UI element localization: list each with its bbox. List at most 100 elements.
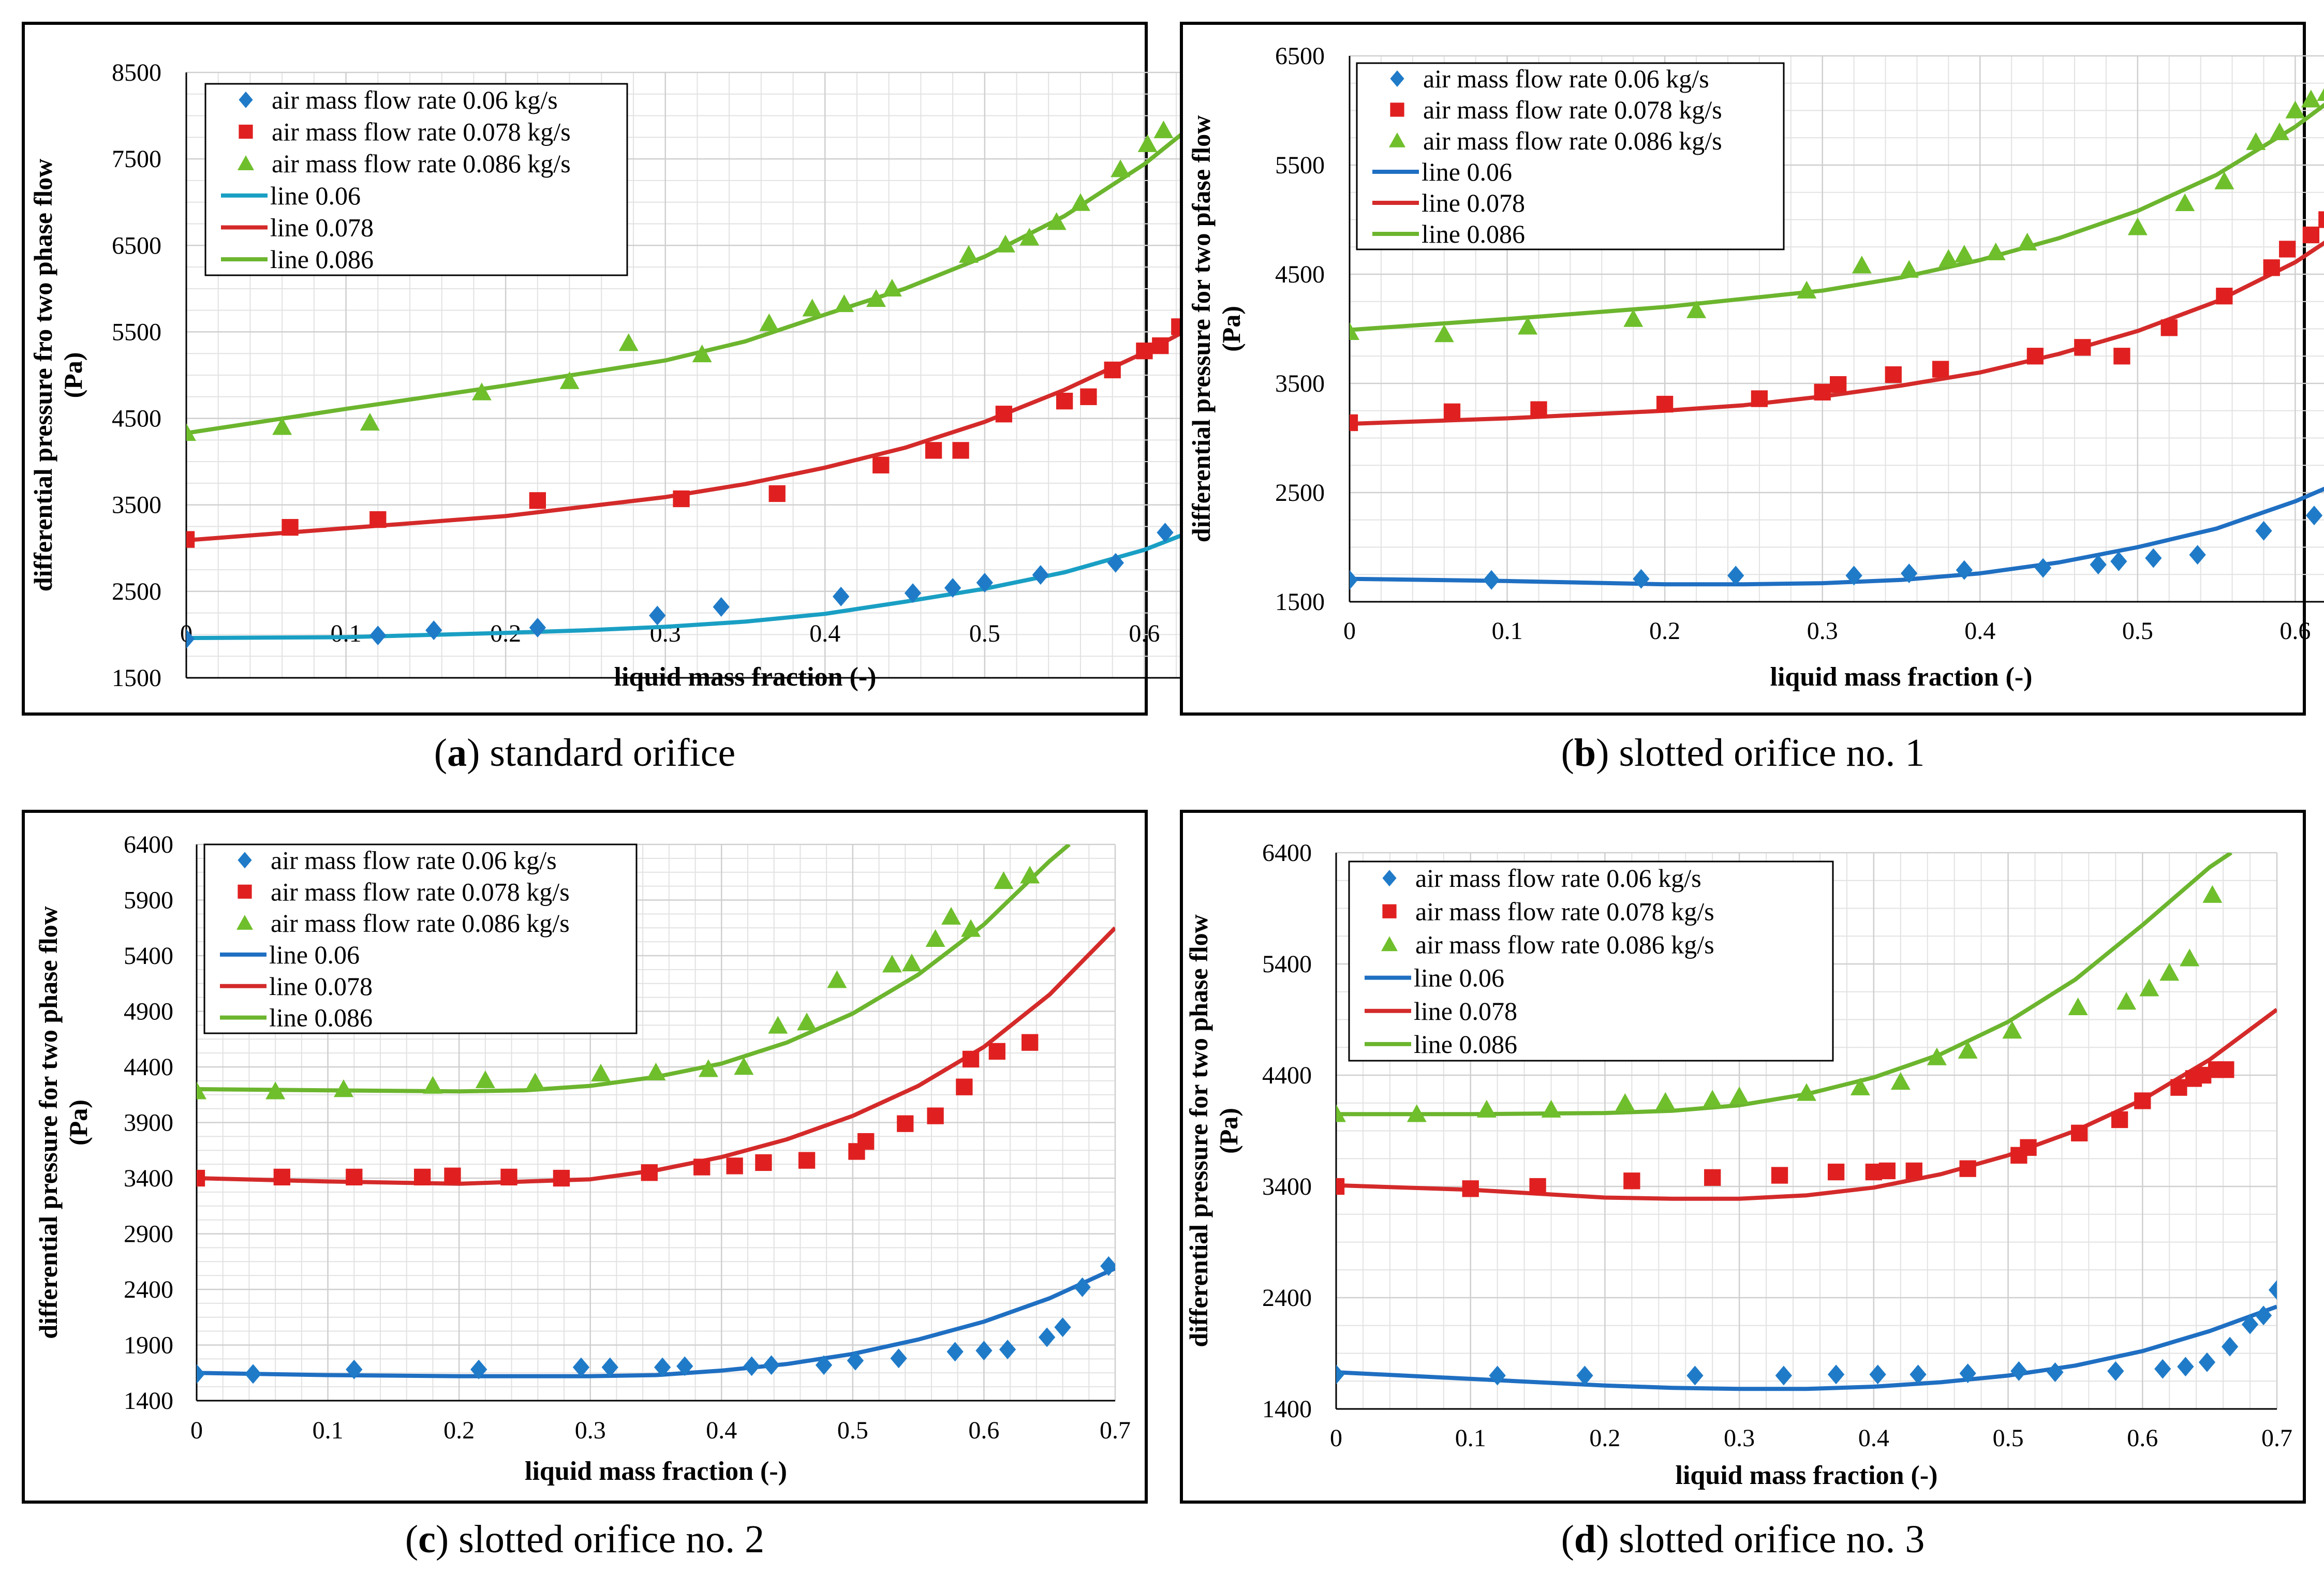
data-point-1 [1771,1167,1788,1184]
legend-box [1348,860,1834,1062]
legend-entry: air mass flow rate 0.06 kg/s [271,845,557,874]
y-tick-label: 3400 [124,1165,173,1192]
legend-marker [1382,904,1397,918]
x-tick-label: 0.4 [706,1417,737,1444]
x-tick-label: 0.3 [1807,617,1838,645]
data-point-1 [413,1168,431,1185]
legend-marker [1389,132,1405,147]
data-point-1 [273,1168,290,1185]
y-tick-label: 6500 [1275,42,1325,70]
data-point-1 [500,1168,517,1185]
plot-data [1350,88,2324,590]
data-point-2 [1958,1041,1978,1059]
legend: air mass flow rate 0.06 kg/s air mass flo… [203,843,638,1034]
data-point-0 [2241,1314,2259,1334]
data-point-1 [693,1159,710,1176]
data-point-1 [925,442,942,459]
data-point-2 [866,289,886,307]
chart-panel-a: 1500250035004500550065007500850000.10.20… [22,22,1320,775]
data-point-1 [1905,1162,1922,1180]
data-point-0 [1489,1365,1506,1386]
y-axis-unit-label: (Pa) [1217,306,1246,352]
legend-entry: line 0.06 [270,181,361,210]
data-point-0 [244,1364,262,1384]
legend-marker [239,124,253,139]
data-point-2 [2159,963,2180,981]
legend-entry: air mass flow rate 0.06 kg/s [1415,864,1701,893]
data-point-0 [847,1350,864,1371]
data-point-2 [525,1073,545,1091]
data-point-0 [601,1357,618,1377]
data-point-2 [591,1063,611,1082]
data-point-1 [768,485,786,502]
data-point-2 [2002,1021,2022,1039]
y-tick-label: 5500 [1275,152,1325,179]
data-point-1 [2134,1092,2151,1109]
data-point-1 [197,1169,205,1187]
data-point-2 [1350,322,1359,340]
data-point-2 [759,313,779,331]
data-point-0 [2221,1336,2239,1357]
x-tick-label: 0.1 [1492,617,1523,645]
data-point-1 [1656,395,1674,413]
data-point-1 [2170,1079,2187,1096]
x-tick-label: 0.4 [1858,1424,1889,1452]
data-point-0 [743,1356,760,1376]
data-point-0 [186,629,195,649]
x-tick-label: 0.4 [809,620,840,647]
x-tick-label: 0.7 [1100,1417,1131,1444]
data-point-0 [2010,1361,2027,1381]
data-point-1 [857,1133,875,1150]
data-point-2 [797,1013,817,1031]
x-tick-label: 0.2 [443,1417,475,1444]
data-point-2 [2139,978,2159,997]
data-point-2 [2246,132,2266,150]
data-point-0 [2034,558,2052,578]
data-point-1 [2026,348,2044,365]
legend-entry: line 0.078 [270,213,374,242]
data-point-1 [1152,337,1169,354]
chart-panel-c: 1400 1900 2400 2900 3400 3900 4400 4900 5400 5900… [22,810,1148,1561]
data-point-2 [1954,245,1974,263]
data-point-2 [2116,992,2137,1010]
y-tick-label: 8500 [112,59,161,86]
data-point-0 [2305,506,2323,526]
data-point-0 [2047,1362,2064,1383]
x-tick-label: 0.3 [575,1417,606,1444]
data-point-2 [827,970,847,988]
y-tick-label: 1500 [112,664,161,692]
legend-entry: line 0.06 [1414,963,1504,992]
data-point-0 [1827,1364,1845,1385]
x-tick-label: 0.5 [2122,617,2153,645]
data-point-1 [1751,390,1768,407]
data-point-1 [927,1107,944,1124]
legend-entry: line 0.086 [269,1003,373,1032]
legend-entry: air mass flow rate 0.078 kg/s [271,877,570,906]
data-point-0 [1901,563,1918,584]
data-point-2 [1434,324,1454,343]
data-point-1 [2279,241,2296,258]
legend-marker [1390,102,1404,117]
x-tick-label: 0.1 [331,620,362,647]
series-line-3 [1336,1304,2277,1391]
data-point-0 [2110,551,2127,571]
data-point-2 [1938,249,1959,267]
caption-text: slotted orifice no. 3 [1609,1518,1925,1561]
data-point-1 [2071,1124,2088,1141]
y-tick-label: 4900 [124,998,173,1026]
data-point-2 [959,245,979,263]
data-point-2 [734,1057,754,1075]
data-point-2 [802,299,822,317]
data-point-2 [559,371,580,389]
data-point-2 [2068,997,2088,1016]
data-point-2 [698,1059,718,1077]
data-point-1 [2111,1111,2128,1128]
data-point-1 [282,519,299,536]
data-point-2 [834,294,854,313]
data-point-2 [360,412,380,431]
y-tick-label: 3500 [1275,370,1325,397]
data-point-0 [1956,560,1973,580]
legend-marker [238,852,252,869]
y-axis-unit-label: (Pa) [1214,1108,1243,1154]
